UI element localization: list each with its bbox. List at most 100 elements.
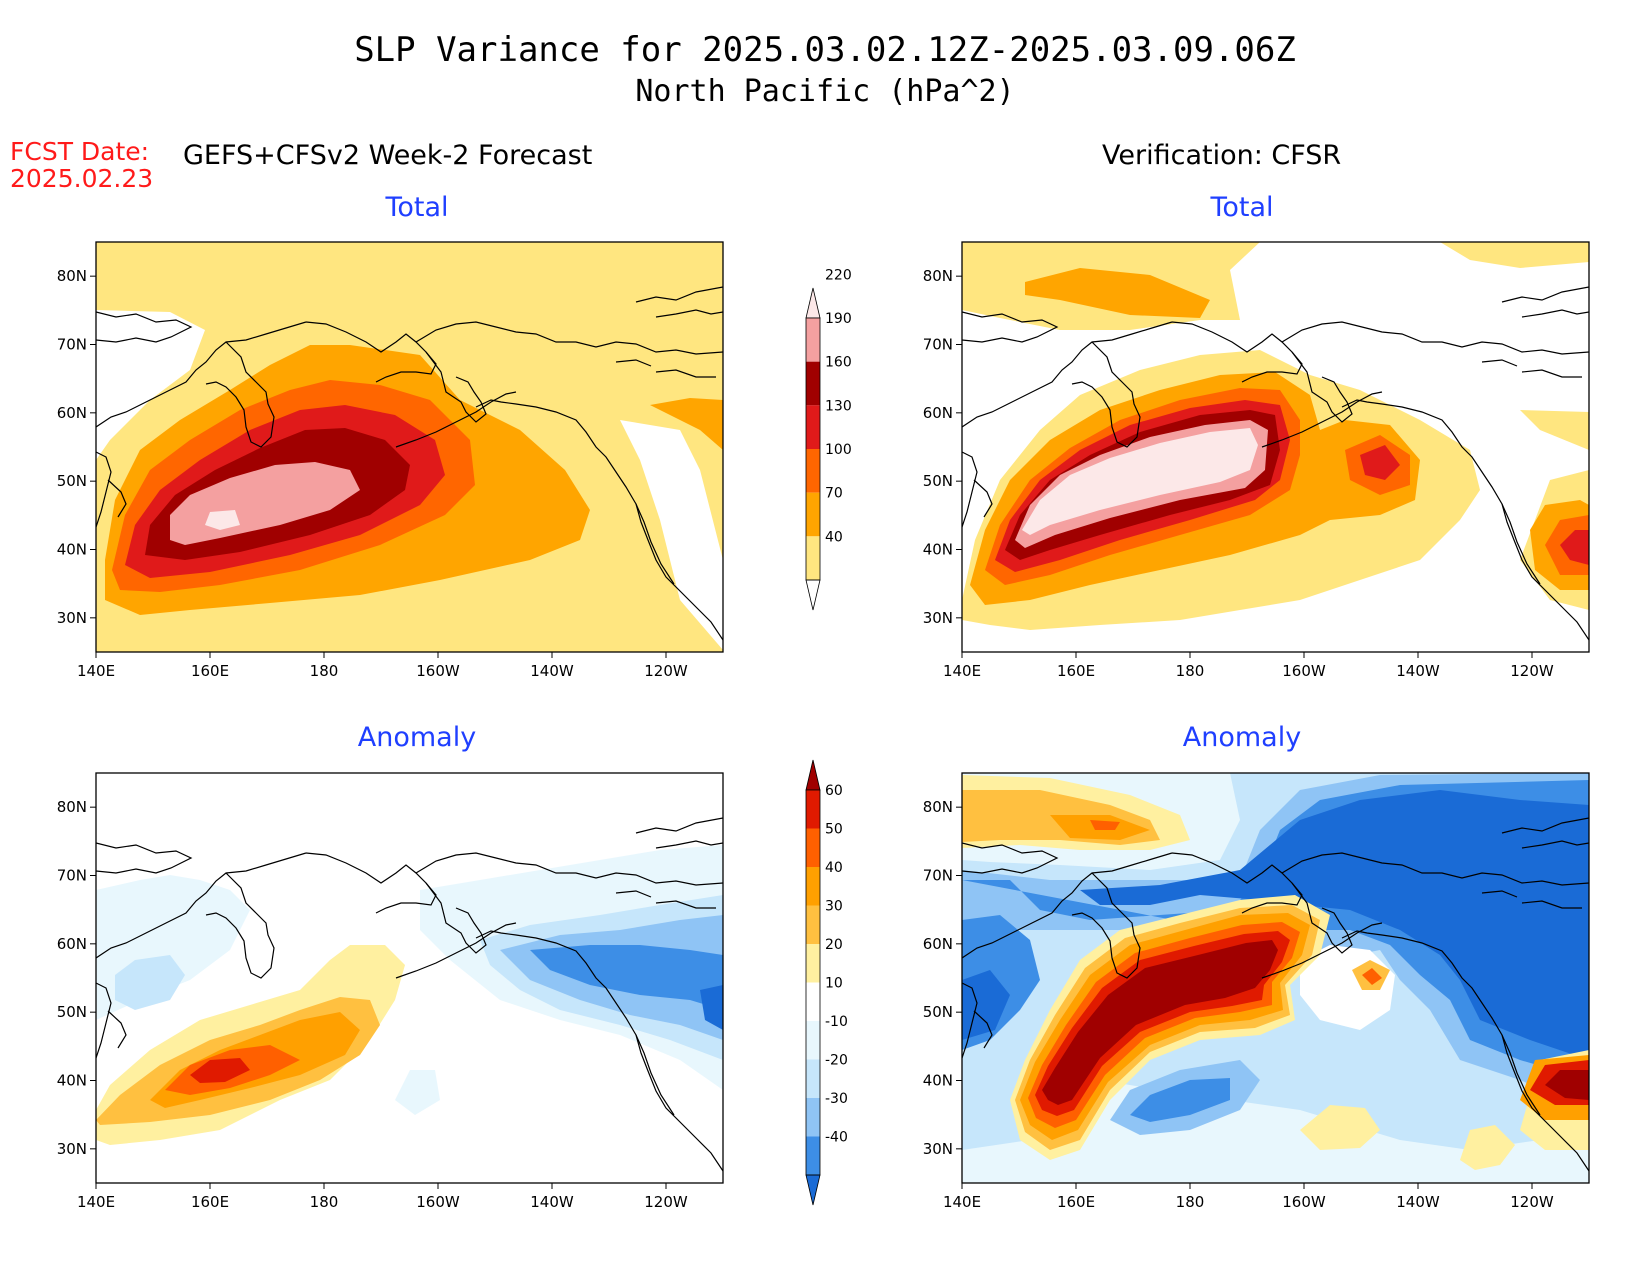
colorbar-anomaly: -40 -30 -20 -10 10 20 30 40 50 60 bbox=[805, 759, 848, 1206]
ver-anom-title: Anomaly bbox=[1182, 722, 1302, 753]
lat-tick-label: 30N bbox=[923, 609, 953, 627]
lat-tick-label: 80N bbox=[57, 267, 87, 285]
lon-tick-label: 140W bbox=[1396, 1193, 1440, 1211]
colorbar-segment bbox=[806, 1059, 820, 1098]
lon-tick-label: 120W bbox=[644, 662, 688, 680]
colorbar-segment bbox=[806, 1021, 820, 1060]
colorbar-segment bbox=[806, 536, 820, 580]
colorbar-segment bbox=[805, 579, 821, 611]
lat-tick-label: 80N bbox=[923, 267, 953, 285]
lat-tick-label: 70N bbox=[923, 336, 953, 354]
lat-tick-label: 80N bbox=[57, 798, 87, 816]
lon-tick-label: 160W bbox=[1282, 662, 1326, 680]
colorbar-label: 190 bbox=[825, 311, 852, 327]
colorbar-label: 130 bbox=[825, 398, 852, 414]
colorbar-segment bbox=[806, 449, 820, 493]
colorbar-label: 160 bbox=[825, 355, 852, 371]
colorbar-segment bbox=[806, 492, 820, 537]
lon-tick-label: 180 bbox=[1176, 1193, 1205, 1211]
main-subtitle: North Pacific (hPa^2) bbox=[635, 74, 1015, 109]
lon-tick-label: 160W bbox=[1282, 1193, 1326, 1211]
lat-tick-label: 40N bbox=[57, 1072, 87, 1090]
lon-tick-label: 140E bbox=[943, 662, 981, 680]
lon-tick-label: 160E bbox=[1057, 662, 1095, 680]
ver-anom-map bbox=[961, 772, 1590, 1184]
lon-tick-label: 140E bbox=[943, 1193, 981, 1211]
lon-tick-label: 160E bbox=[191, 662, 229, 680]
colorbar-label: 20 bbox=[825, 937, 843, 953]
lon-tick-label: 180 bbox=[1176, 662, 1205, 680]
lat-tick-label: 40N bbox=[923, 541, 953, 559]
colorbar-label: 40 bbox=[825, 529, 843, 545]
lat-tick-label: 70N bbox=[923, 867, 953, 885]
lat-tick-label: 50N bbox=[923, 1003, 953, 1021]
lon-tick-label: 140E bbox=[77, 662, 115, 680]
colorbar-segment bbox=[806, 867, 820, 906]
lat-tick-label: 60N bbox=[57, 935, 87, 953]
lat-tick-label: 30N bbox=[923, 1140, 953, 1158]
lon-tick-label: 160E bbox=[191, 1193, 229, 1211]
lon-tick-label: 160W bbox=[416, 662, 460, 680]
lon-tick-label: 140W bbox=[1396, 662, 1440, 680]
colorbar-label: -40 bbox=[825, 1130, 848, 1146]
colorbar-label: 30 bbox=[825, 899, 843, 915]
colorbar-segment bbox=[806, 982, 820, 1021]
colorbar-frame bbox=[805, 789, 821, 1176]
axis-labels: 140E 160E 180 160W 140W 120W 80N 70N 60N 50N 40N 30… bbox=[57, 267, 1554, 1211]
colorbar-label: 40 bbox=[825, 860, 843, 876]
colorbar-label: -20 bbox=[825, 1053, 848, 1069]
lon-tick-label: 140W bbox=[530, 662, 574, 680]
colorbar-segment bbox=[806, 318, 820, 362]
lat-tick-label: 30N bbox=[57, 609, 87, 627]
colorbar-label: 220 bbox=[825, 267, 852, 283]
fc-total-map bbox=[95, 241, 724, 653]
lon-tick-label: 140E bbox=[77, 1193, 115, 1211]
colorbar-total: 40 70 100 130 160 190 220 bbox=[805, 267, 852, 611]
lat-tick-label: 50N bbox=[57, 1003, 87, 1021]
colorbar-segment bbox=[806, 361, 820, 406]
lon-tick-label: 120W bbox=[1510, 662, 1554, 680]
lat-tick-label: 40N bbox=[57, 541, 87, 559]
colorbar-label: 50 bbox=[825, 822, 843, 838]
ver-total-title: Total bbox=[1210, 192, 1274, 223]
main-title: SLP Variance for 2025.03.02.12Z-2025.03.… bbox=[354, 30, 1296, 70]
ver-total-map bbox=[961, 241, 1590, 653]
colorbar-label: 70 bbox=[825, 486, 843, 502]
colorbar-segment bbox=[806, 790, 820, 829]
colorbar-label: 10 bbox=[825, 976, 843, 992]
colorbar-segment bbox=[805, 759, 821, 791]
lon-tick-label: 180 bbox=[310, 662, 339, 680]
colorbar-segment bbox=[806, 828, 820, 867]
colorbar-label: 60 bbox=[825, 783, 843, 799]
lat-tick-label: 60N bbox=[923, 935, 953, 953]
lat-tick-label: 50N bbox=[57, 472, 87, 490]
lat-tick-label: 80N bbox=[923, 798, 953, 816]
lon-tick-label: 180 bbox=[310, 1193, 339, 1211]
colorbar-segment bbox=[805, 1174, 821, 1206]
lat-tick-label: 70N bbox=[57, 336, 87, 354]
lon-tick-label: 160W bbox=[416, 1193, 460, 1211]
lat-tick-label: 60N bbox=[923, 404, 953, 422]
lon-tick-label: 120W bbox=[644, 1193, 688, 1211]
lat-tick-label: 70N bbox=[57, 867, 87, 885]
lat-tick-label: 40N bbox=[923, 1072, 953, 1090]
lat-tick-label: 60N bbox=[57, 404, 87, 422]
colorbar-segment bbox=[806, 905, 820, 944]
fc-anom-title: Anomaly bbox=[357, 722, 477, 753]
colorbar-label: -30 bbox=[825, 1091, 848, 1107]
forecast-date-caption: FCST Date: bbox=[10, 137, 150, 166]
colorbar-segment bbox=[806, 944, 820, 983]
colorbar-segment bbox=[806, 1098, 820, 1137]
colorbar-segment bbox=[805, 287, 821, 319]
fc-total-title: Total bbox=[385, 192, 449, 223]
forecast-heading: GEFS+CFSv2 Week-2 Forecast bbox=[183, 140, 593, 171]
colorbar-segment bbox=[806, 1136, 820, 1175]
forecast-date-value: 2025.02.23 bbox=[10, 164, 154, 193]
lon-tick-label: 120W bbox=[1510, 1193, 1554, 1211]
colorbar-frame bbox=[805, 317, 821, 581]
colorbar-label: -10 bbox=[825, 1014, 848, 1030]
colorbar-label: 100 bbox=[825, 442, 852, 458]
lat-tick-label: 50N bbox=[923, 472, 953, 490]
lat-tick-label: 30N bbox=[57, 1140, 87, 1158]
